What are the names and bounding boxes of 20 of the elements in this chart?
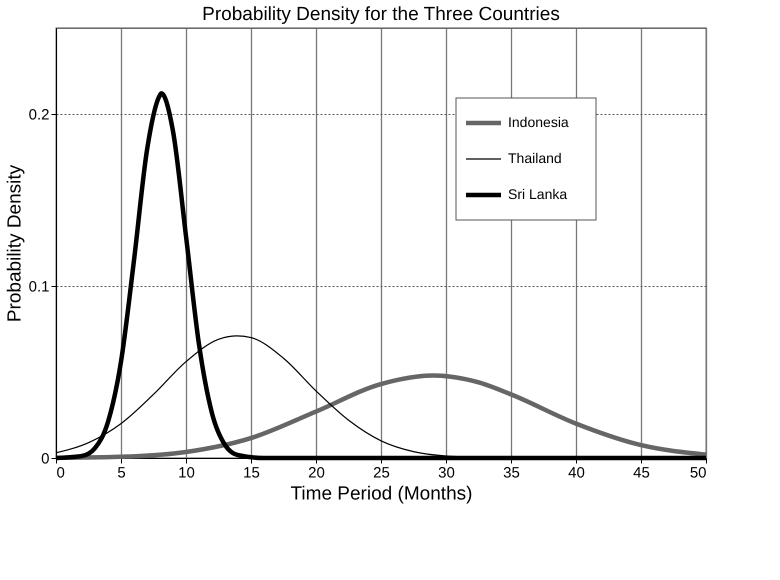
x-tick-label: 0 [56,464,65,482]
x-tick-label: 35 [503,464,520,482]
legend-label: Thailand [508,150,562,166]
x-tick-label: 25 [373,464,390,482]
y-tick-label: 0.1 [28,278,50,296]
chart-title: Probability Density for the Three Countries [202,4,560,25]
x-tick-label: 15 [243,464,260,482]
x-tick-label: 10 [178,464,195,482]
x-tick-label: 5 [117,464,126,482]
x-tick-label: 40 [568,464,585,482]
legend-label: Sri Lanka [508,186,568,202]
x-tick-label: 45 [633,464,650,482]
legend-label: Indonesia [508,114,569,130]
x-tick-label: 30 [438,464,455,482]
x-axis-title: Time Period (Months) [290,484,472,504]
x-tick-label: 20 [308,464,325,482]
y-axis-title: Probability Density [4,164,26,322]
x-tick-label: 50 [690,464,706,482]
y-tick-label: 0 [41,450,50,468]
y-tick-label: 0.2 [28,106,50,124]
